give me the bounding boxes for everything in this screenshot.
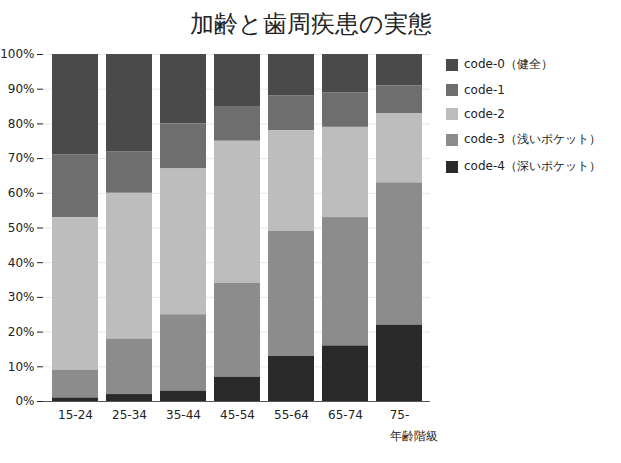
- svg-text:70%: 70%: [8, 151, 35, 165]
- svg-text:80%: 80%: [8, 117, 35, 131]
- svg-text:90%: 90%: [8, 82, 35, 96]
- svg-text:60%: 60%: [8, 186, 35, 200]
- svg-text:30%: 30%: [8, 290, 35, 304]
- svg-text:年齢階級: 年齢階級: [390, 429, 438, 443]
- svg-text:0%: 0%: [15, 394, 34, 408]
- svg-text:10%: 10%: [8, 360, 35, 374]
- svg-text:55-64: 55-64: [274, 408, 309, 422]
- svg-text:20%: 20%: [8, 325, 35, 339]
- html-text:code-4（深いポケット）: code-4（深いポケット）: [464, 159, 601, 173]
- svg-text:50%: 50%: [8, 221, 35, 235]
- html-text:code-1: code-1: [464, 83, 505, 97]
- html-text:code-0（健全）: code-0（健全）: [464, 57, 553, 71]
- svg-text:45-54: 45-54: [220, 408, 255, 422]
- html-text:code-2: code-2: [464, 107, 505, 121]
- svg-text:25-34: 25-34: [112, 408, 147, 422]
- svg-text:40%: 40%: [8, 256, 35, 270]
- svg-text:15-24: 15-24: [58, 408, 93, 422]
- html-text:code-3（浅いポケット）: code-3（浅いポケット）: [464, 132, 601, 146]
- svg-text:35-44: 35-44: [166, 408, 201, 422]
- html-text:加齢と歯周疾患の実態: 加齢と歯周疾患の実態: [189, 10, 432, 38]
- svg-text:65-74: 65-74: [328, 408, 363, 422]
- svg-text:75-: 75-: [390, 408, 410, 422]
- svg-text:100%: 100%: [0, 47, 34, 61]
